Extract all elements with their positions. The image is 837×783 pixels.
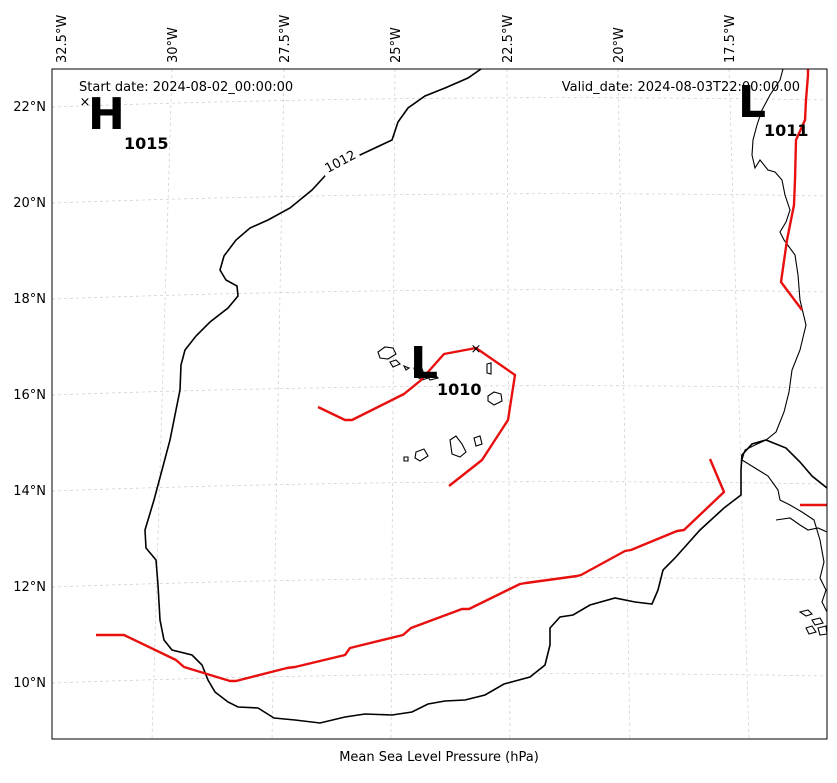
center-cross-icon: × — [471, 342, 482, 357]
start-date: Start date: 2024-08-02_00:00:00 — [79, 80, 293, 95]
lat-label: 22°N — [13, 100, 46, 115]
low-pressure-system: × L 1010 — [410, 338, 482, 399]
system-pressure-east: 1011 — [764, 121, 809, 140]
latitude-labels: 22°N 20°N 18°N 16°N 14°N 12°N 10°N — [13, 100, 46, 691]
lat-label: 10°N — [13, 676, 46, 691]
lon-label: 20°W — [612, 27, 627, 63]
lon-label: 22.5°W — [501, 15, 516, 63]
bijagos-islands — [798, 609, 827, 636]
lon-label: 25°W — [389, 27, 404, 63]
gambia-coast — [775, 517, 827, 533]
trough-lines — [96, 69, 827, 683]
lat-label: 12°N — [13, 580, 46, 595]
map-frame — [51, 68, 828, 740]
low-pressure-system-east: L — [738, 77, 766, 128]
lat-label: 16°N — [13, 388, 46, 403]
lon-label: 27.5°W — [278, 15, 293, 63]
lon-label: 32.5°W — [55, 15, 70, 63]
system-type: L — [738, 77, 766, 128]
cape-verde-islands — [377, 346, 503, 462]
center-cross-icon: × — [80, 95, 91, 110]
valid-date: Valid_date: 2024-08-03T22:00:00.00 — [562, 80, 800, 95]
lat-label: 14°N — [13, 484, 46, 499]
lat-label: 18°N — [13, 292, 46, 307]
lon-label: 17.5°W — [723, 15, 738, 63]
lat-label: 20°N — [13, 196, 46, 211]
graticule — [52, 69, 827, 739]
system-pressure: 1015 — [124, 134, 169, 153]
system-pressure: 1010 — [437, 380, 482, 399]
africa-coastline — [741, 69, 827, 613]
map-caption: Mean Sea Level Pressure (hPa) — [339, 750, 539, 765]
system-type: L — [410, 338, 438, 389]
longitude-labels: 32.5°W 30°W 27.5°W 25°W 22.5°W 20°W 17.5… — [55, 15, 738, 63]
high-pressure-system: × H 1015 — [80, 89, 169, 153]
isobar-1012 — [144, 69, 827, 724]
system-type: H — [88, 89, 125, 140]
lon-label: 30°W — [166, 27, 181, 63]
